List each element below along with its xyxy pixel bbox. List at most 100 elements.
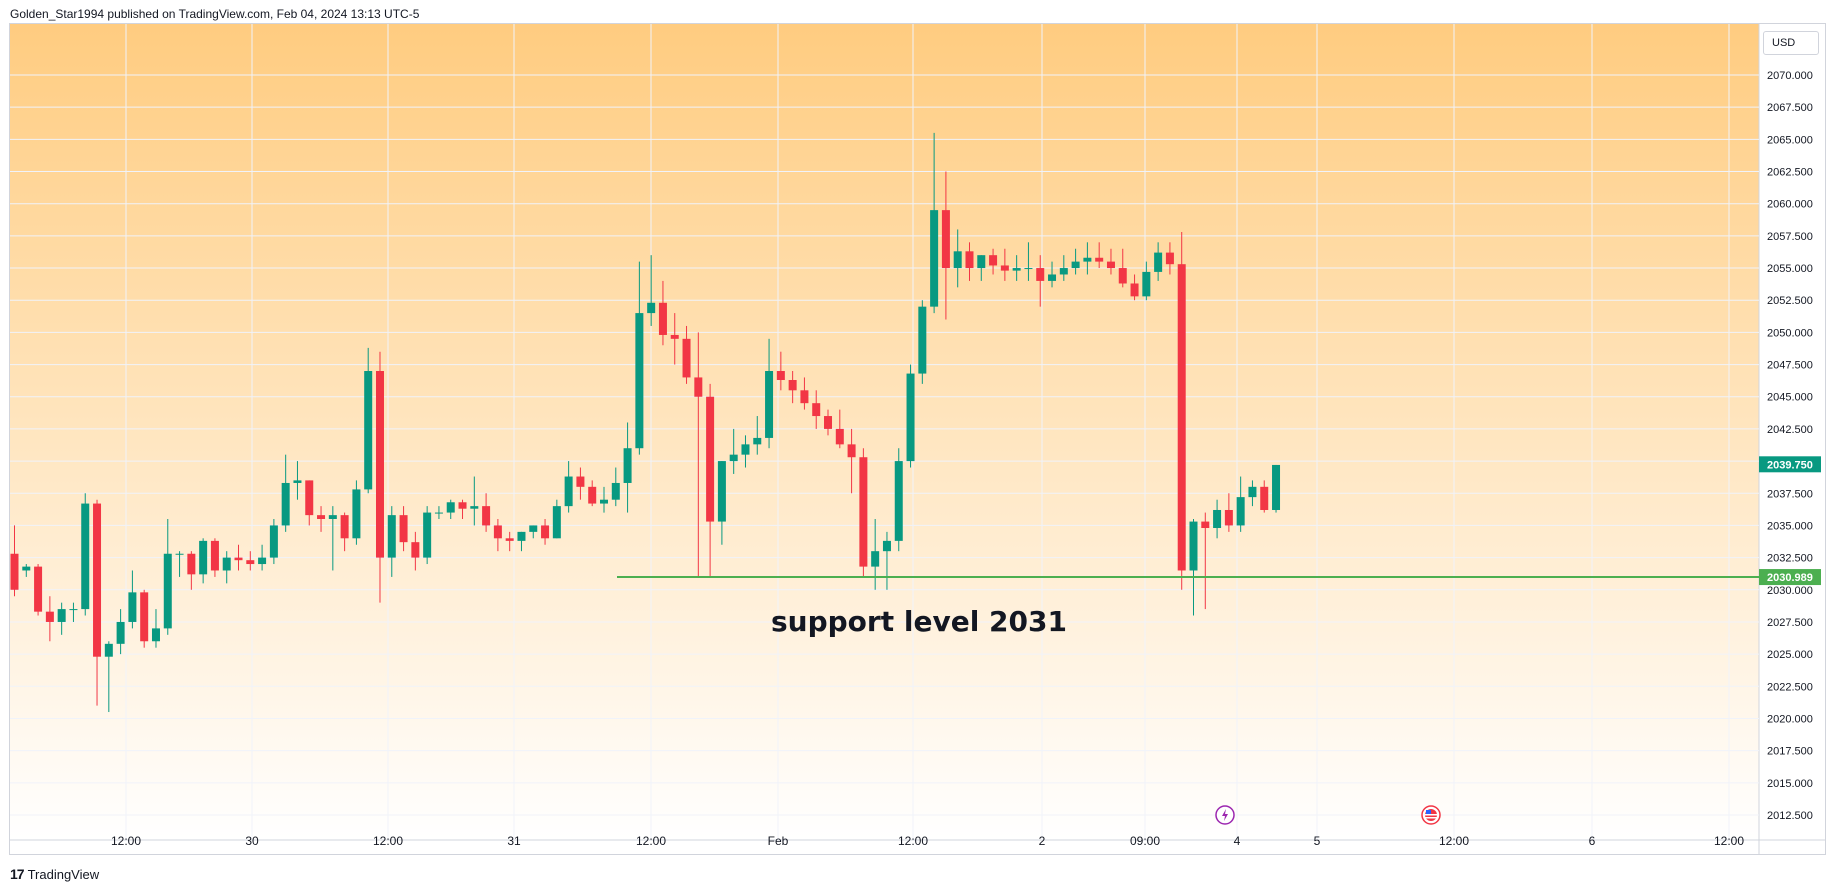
candle-body (623, 448, 632, 483)
price-tick-label: 2030.000 (1767, 585, 1813, 597)
candle-body (717, 461, 726, 522)
candle-body (281, 482, 290, 526)
time-tick-label: Feb (768, 834, 789, 848)
candle-body (552, 506, 561, 539)
footer-brand[interactable]: 17 TradingView (10, 866, 99, 882)
price-tick-label: 2020.000 (1767, 713, 1813, 725)
us-flag-event-icon[interactable] (1421, 805, 1441, 825)
candle-body (505, 538, 514, 541)
candle-body (246, 560, 255, 565)
grid-lines (10, 24, 1759, 840)
candle-body (800, 390, 809, 404)
candle-body (611, 482, 620, 500)
candle-body (293, 480, 302, 483)
candle-body (69, 609, 78, 611)
price-tick-label: 2062.500 (1767, 167, 1813, 179)
event-markers[interactable] (1215, 805, 1441, 825)
price-tick-label: 2015.000 (1767, 778, 1813, 790)
last-price-tag-label: 2039.750 (1767, 459, 1813, 471)
price-tick-label: 2057.500 (1767, 231, 1813, 243)
candle-body (930, 210, 939, 307)
candle-body (352, 489, 361, 539)
candle-body (1154, 252, 1163, 272)
time-tick-label: 12:00 (1714, 834, 1744, 848)
candle-body (34, 566, 43, 612)
support-annotation: support level 2031 (771, 605, 1067, 638)
price-tick-label: 2032.500 (1767, 553, 1813, 565)
candle-body (140, 592, 149, 642)
price-tick-label: 2055.000 (1767, 263, 1813, 275)
tradingview-logo-icon: 17 (10, 866, 25, 882)
candle-body (364, 371, 373, 490)
candle-body (658, 302, 667, 335)
time-tick-label: 4 (1234, 834, 1241, 848)
candle-body (340, 515, 349, 539)
price-tick-label: 2067.500 (1767, 102, 1813, 114)
candle-body (328, 515, 337, 519)
time-tick-label: 12:00 (373, 834, 403, 848)
price-axis[interactable]: 2070.000 2067.500 2065.000 2062.500 2060.000… (1759, 70, 1821, 822)
candle-body (600, 499, 608, 504)
candle-body (387, 515, 396, 558)
candle-body (423, 512, 432, 558)
candle-body (953, 251, 962, 269)
chart-area[interactable] (9, 23, 1826, 855)
candle-body (965, 251, 974, 269)
candle-body (517, 531, 526, 541)
candle-body (375, 371, 384, 558)
candle-body (446, 502, 455, 513)
time-axis[interactable]: 12:00 30 12:00 31 12:00 Feb 12:00 2 09:00 4 5 12:00… (111, 834, 1744, 848)
candle-body (258, 557, 267, 565)
candle-body (1213, 509, 1222, 529)
price-tick-label: 2037.500 (1767, 488, 1813, 500)
candle-body (22, 566, 31, 571)
candle-body (918, 306, 927, 374)
candle-body (1024, 268, 1033, 270)
time-tick-label: 30 (245, 834, 259, 848)
candle-body (1036, 268, 1045, 281)
support-price-tag-label: 2030.989 (1767, 572, 1813, 584)
candle-body (977, 255, 986, 269)
candle-body (10, 553, 19, 590)
candle-body (741, 444, 750, 455)
candle-body (729, 454, 738, 462)
candle-body (1130, 283, 1139, 297)
candles (10, 132, 1281, 713)
candle-body (1118, 268, 1127, 284)
price-tick-label: 2052.500 (1767, 295, 1813, 307)
currency-button[interactable]: USD (1763, 31, 1819, 55)
candle-body (93, 503, 102, 657)
candle-body (305, 480, 314, 516)
candle-body (81, 503, 90, 610)
candle-body (1236, 497, 1245, 526)
price-tick-label: 2047.500 (1767, 360, 1813, 372)
time-tick-label: 5 (1314, 834, 1321, 848)
candle-body (588, 486, 597, 504)
candle-body (776, 371, 785, 381)
candle-body (1165, 252, 1174, 265)
support-line-group[interactable]: support level 2031 (617, 576, 1759, 638)
candle-body (1071, 261, 1080, 269)
time-tick-label: 31 (507, 834, 521, 848)
time-tick-label: 12:00 (636, 834, 666, 848)
price-tick-label: 2035.000 (1767, 520, 1813, 532)
candle-body (175, 553, 184, 555)
candle-body (399, 515, 408, 543)
candle-body (210, 540, 219, 571)
candle-body (882, 540, 891, 552)
time-tick-label: 6 (1589, 834, 1596, 848)
candle-body (753, 437, 762, 445)
candle-body (1083, 257, 1092, 262)
economic-event-icon[interactable] (1215, 805, 1235, 825)
candle-body (1059, 268, 1068, 275)
support-price-tag-bg (1759, 569, 1821, 586)
candle-body (529, 525, 538, 532)
time-tick-label: 12:00 (111, 834, 141, 848)
candle-body (128, 592, 137, 622)
time-tick-label: 09:00 (1130, 834, 1160, 848)
candle-body (694, 377, 703, 397)
candle-body (116, 621, 125, 644)
candle-body (576, 476, 585, 487)
candle-body (1142, 271, 1151, 297)
